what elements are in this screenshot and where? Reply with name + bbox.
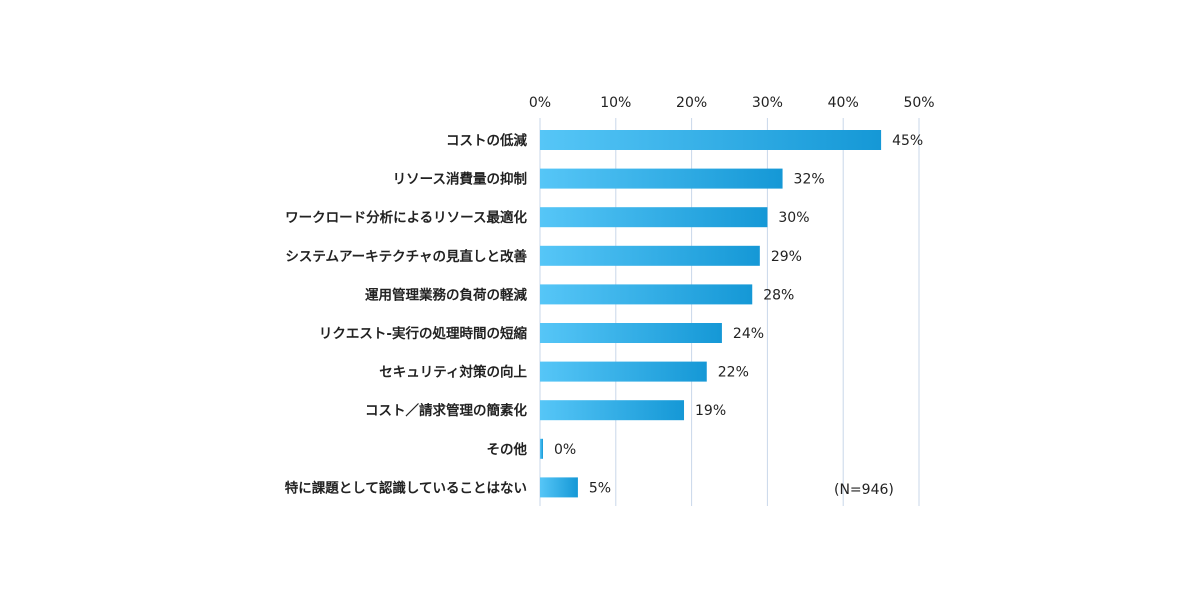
- value-label: 30%: [778, 210, 809, 226]
- bar: [540, 323, 722, 343]
- bar: [540, 400, 685, 421]
- value-label: 29%: [771, 249, 802, 265]
- bar: [540, 130, 882, 150]
- value-label: 5%: [589, 480, 611, 496]
- category-label: コストの低減: [446, 132, 527, 149]
- category-labels: コストの低減リソース消費量の抑制ワークロード分析によるリソース最適化システムアー…: [285, 132, 528, 496]
- category-label: 運用管理業務の負荷の軽減: [365, 286, 527, 303]
- bar: [540, 284, 753, 305]
- category-label: リソース消費量の抑制: [393, 171, 527, 188]
- category-label: システムアーキテクチャの見直しと改善: [285, 248, 527, 265]
- bars: [540, 130, 882, 498]
- category-label: ワークロード分析によるリソース最適化: [285, 209, 527, 226]
- bar: [540, 245, 760, 266]
- x-tick-label: 50%: [903, 95, 934, 111]
- category-label: 特に課題として認識していることはない: [285, 479, 527, 496]
- sample-size-note: (N=946): [834, 482, 894, 498]
- category-label: コスト／請求管理の簡素化: [365, 402, 527, 419]
- category-label: セキュリティ対策の向上: [379, 364, 527, 381]
- value-label: 0%: [554, 442, 576, 458]
- bar: [540, 168, 783, 189]
- bar: [540, 438, 543, 459]
- bar: [540, 477, 578, 498]
- value-label: 24%: [733, 326, 764, 342]
- x-tick-label: 40%: [828, 95, 859, 111]
- category-label: リクエスト-実行の処理時間の短縮: [319, 325, 528, 342]
- value-label: 19%: [695, 403, 726, 419]
- value-label: 28%: [763, 287, 794, 303]
- bar: [540, 207, 768, 228]
- x-tick-label: 30%: [752, 95, 783, 111]
- bar: [540, 361, 707, 382]
- category-label: その他: [487, 441, 528, 458]
- x-tick-label: 20%: [676, 95, 707, 111]
- x-tick-label: 10%: [600, 95, 631, 111]
- value-label: 22%: [718, 365, 749, 381]
- value-label: 45%: [892, 133, 923, 149]
- value-label: 32%: [794, 172, 825, 188]
- x-tick-label: 0%: [529, 95, 551, 111]
- value-labels: 45% 32% 30% 29% 28% 24% 22% 19% 0% 5%: [554, 133, 923, 496]
- x-axis-ticks: 0% 10% 20% 30% 40% 50%: [529, 95, 935, 111]
